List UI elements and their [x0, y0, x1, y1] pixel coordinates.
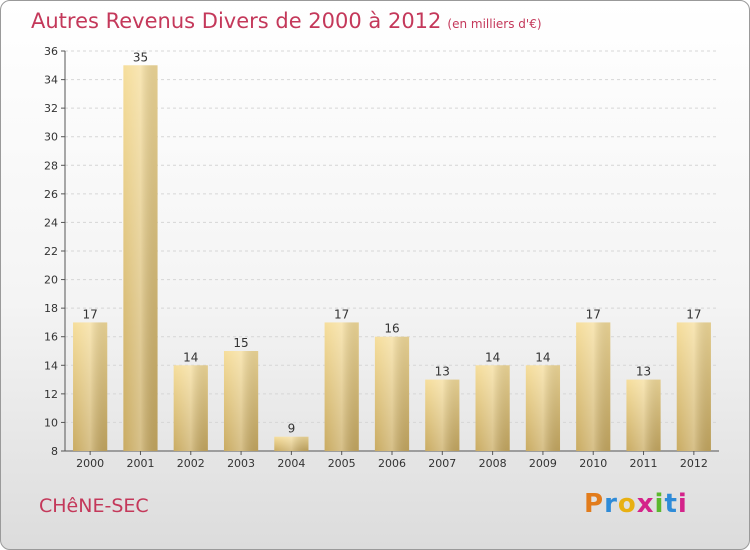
x-tick-label: 2008 [479, 457, 507, 470]
logo-letter: i [654, 489, 665, 519]
y-tick-label: 14 [44, 359, 58, 372]
bar-highlight [525, 365, 561, 451]
logo-letter: x [636, 489, 655, 519]
y-tick-label: 20 [44, 274, 58, 287]
x-tick-label: 2002 [177, 457, 205, 470]
x-tick-label: 2011 [630, 457, 658, 470]
y-tick-label: 12 [44, 388, 58, 401]
data-label: 14 [183, 350, 198, 364]
y-tick-label: 16 [44, 331, 58, 344]
y-tick-label: 18 [44, 302, 58, 315]
x-tick-label: 2010 [579, 457, 607, 470]
proxiti-logo: Proxiti [584, 489, 688, 519]
x-tick-label: 2009 [529, 457, 557, 470]
logo-letter: o [617, 489, 637, 519]
y-tick-label: 34 [44, 74, 58, 87]
data-label: 13 [636, 365, 651, 379]
data-label: 17 [83, 307, 98, 321]
y-tick-label: 24 [44, 216, 58, 229]
data-label: 17 [686, 307, 701, 321]
x-tick-label: 2001 [126, 457, 154, 470]
x-tick-label: 2006 [378, 457, 406, 470]
x-tick-label: 2007 [428, 457, 456, 470]
x-tick-label: 2003 [227, 457, 255, 470]
bar-highlight [374, 336, 410, 451]
data-label: 14 [485, 350, 500, 364]
x-tick-label: 2005 [328, 457, 356, 470]
data-label: 16 [384, 322, 399, 336]
commune-name: CHêNE-SEC [39, 495, 149, 517]
data-label: 35 [133, 50, 148, 64]
logo-letter: t [664, 489, 678, 519]
bar-highlight [425, 379, 460, 451]
bar-highlight [626, 379, 661, 451]
y-tick-label: 28 [44, 159, 58, 172]
data-label: 17 [586, 307, 601, 321]
logo-letter: i [677, 489, 688, 519]
data-label: 14 [535, 350, 550, 364]
bar-highlight [576, 322, 611, 451]
data-label: 13 [435, 365, 450, 379]
bar-highlight [324, 322, 359, 451]
y-tick-label: 30 [44, 131, 58, 144]
x-tick-label: 2004 [277, 457, 305, 470]
bar-highlight [676, 322, 711, 451]
y-tick-label: 10 [44, 416, 58, 429]
logo-letter: r [604, 489, 618, 519]
data-label: 15 [233, 336, 248, 350]
y-tick-label: 32 [44, 102, 58, 115]
bar-highlight [274, 436, 309, 451]
bar-highlight [223, 351, 259, 451]
y-tick-label: 22 [44, 245, 58, 258]
x-tick-label: 2012 [680, 457, 708, 470]
bar-highlight [123, 65, 158, 452]
bar-highlight [173, 365, 208, 451]
chart-title-unit: (en milliers d'€) [447, 17, 542, 31]
bar-highlight [73, 322, 108, 451]
data-label: 9 [288, 422, 296, 436]
bar-highlight [475, 365, 510, 451]
x-tick-label: 2000 [76, 457, 104, 470]
y-tick-label: 8 [51, 445, 58, 458]
y-tick-label: 36 [44, 45, 58, 58]
logo-letter: P [584, 489, 605, 519]
chart-title: Autres Revenus Divers de 2000 à 2012 (en … [31, 9, 542, 33]
y-tick-label: 26 [44, 188, 58, 201]
chart-title-text: Autres Revenus Divers de 2000 à 2012 [31, 9, 442, 33]
data-label: 17 [334, 307, 349, 321]
